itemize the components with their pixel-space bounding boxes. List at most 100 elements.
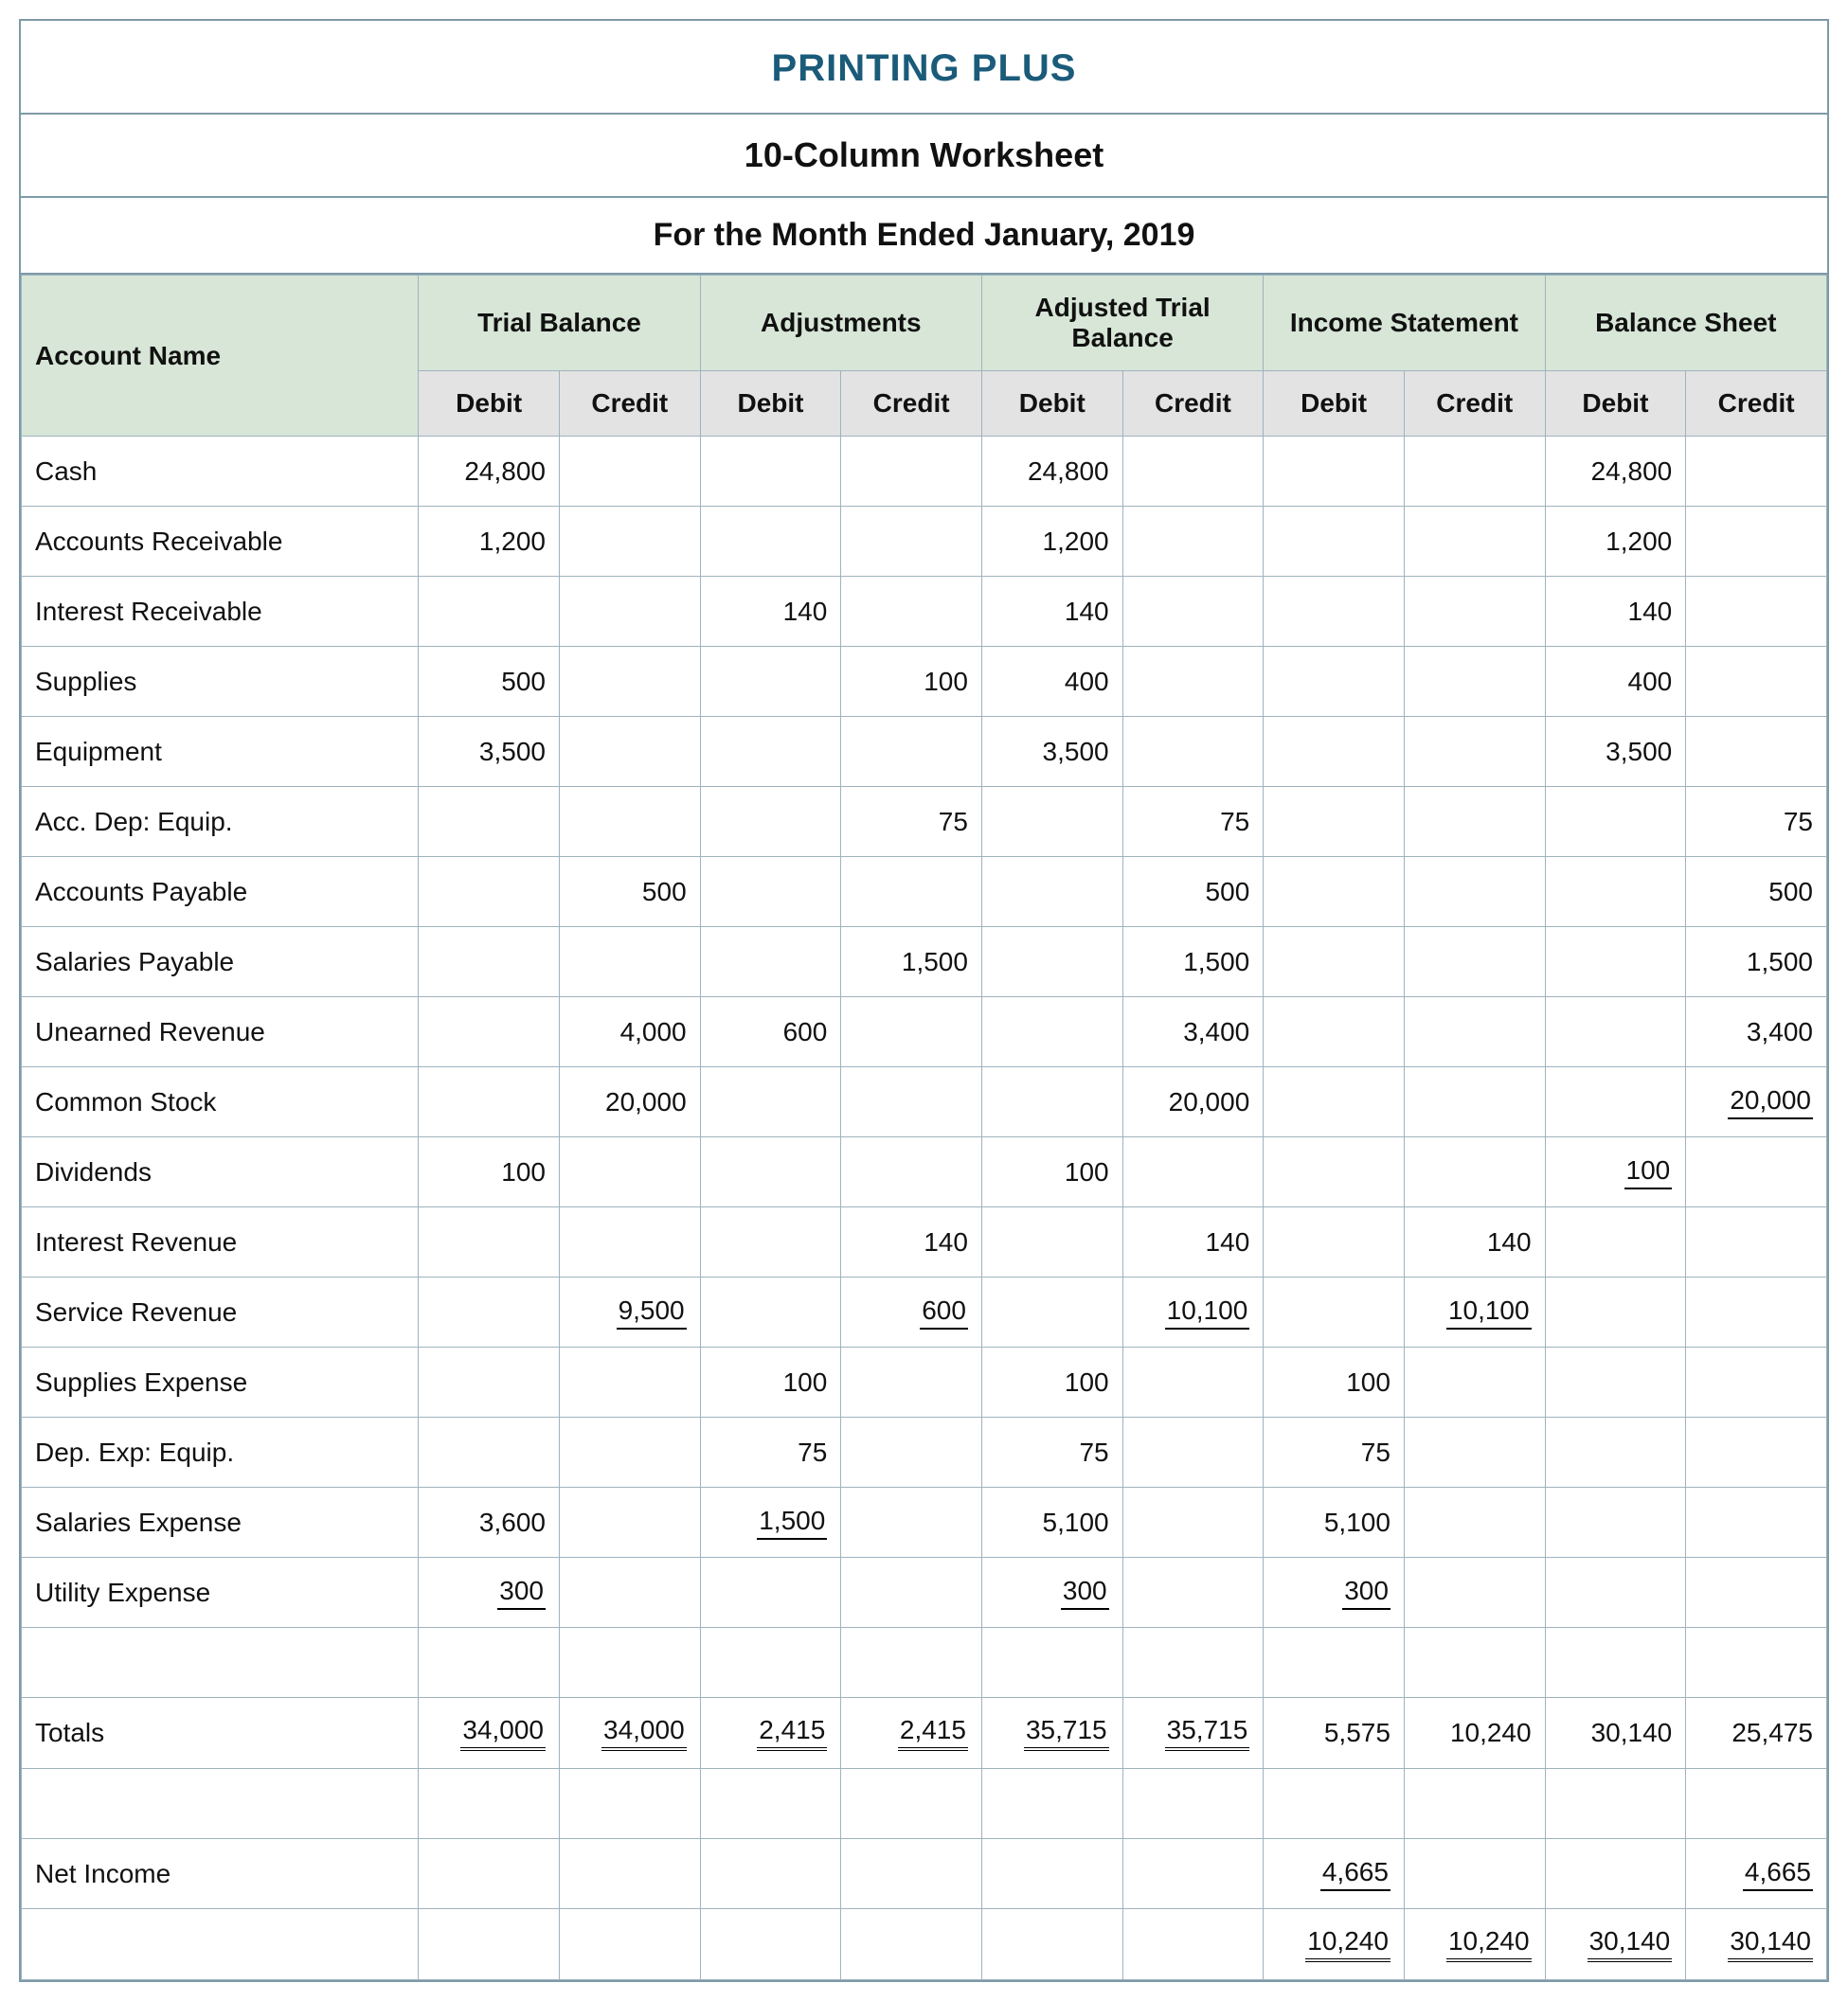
amount-cell	[1686, 1558, 1827, 1628]
table-row	[22, 1769, 1827, 1839]
amount-value: 25,475	[1731, 1718, 1813, 1747]
amount-cell: 1,500	[1686, 927, 1827, 997]
amount-cell: 25,475	[1686, 1698, 1827, 1769]
amount-cell: 35,715	[1122, 1698, 1264, 1769]
amount-value: 1,500	[1747, 947, 1813, 976]
table-row: Acc. Dep: Equip.757575	[22, 787, 1827, 857]
amount-cell	[1122, 1418, 1264, 1488]
amount-cell	[1545, 1207, 1686, 1277]
amount-cell	[981, 997, 1122, 1067]
amount-value: 140	[1487, 1227, 1532, 1257]
amount-cell: 2,415	[841, 1698, 982, 1769]
amount-cell	[841, 577, 982, 647]
amount-cell	[1686, 507, 1827, 577]
amount-value: 1,200	[1606, 527, 1672, 556]
amount-cell: 30,140	[1545, 1909, 1686, 1980]
amount-cell	[1686, 1207, 1827, 1277]
amount-cell	[1404, 857, 1545, 927]
amount-cell	[1264, 507, 1405, 577]
amount-cell: 100	[700, 1348, 841, 1418]
amount-value: 5,575	[1324, 1718, 1390, 1747]
col-group-adjustments: Adjustments	[700, 276, 981, 371]
amount-value: 24,800	[464, 456, 546, 486]
amount-cell	[1545, 1488, 1686, 1558]
table-row: 10,24010,24030,14030,140	[22, 1909, 1827, 1980]
account-name-cell: Equipment	[22, 717, 419, 787]
amount-value: 75	[1784, 807, 1813, 836]
account-name-cell: Interest Receivable	[22, 577, 419, 647]
amount-value: 20,000	[605, 1087, 687, 1117]
amount-value: 500	[642, 877, 687, 906]
col-header-debit: Debit	[700, 371, 841, 437]
amount-cell	[559, 577, 700, 647]
account-name-cell: Accounts Receivable	[22, 507, 419, 577]
col-header-credit: Credit	[1686, 371, 1827, 437]
worksheet-table: Account Name Trial Balance Adjustments A…	[21, 275, 1827, 1980]
col-header-account: Account Name	[22, 276, 419, 437]
amount-cell: 75	[700, 1418, 841, 1488]
amount-cell	[700, 1769, 841, 1839]
amount-cell: 34,000	[419, 1698, 560, 1769]
amount-value: 10,240	[1450, 1718, 1532, 1747]
amount-cell: 30,140	[1545, 1698, 1686, 1769]
amount-cell	[1404, 787, 1545, 857]
account-name-cell: Acc. Dep: Equip.	[22, 787, 419, 857]
amount-cell: 1,500	[1122, 927, 1264, 997]
account-name-cell: Dep. Exp: Equip.	[22, 1418, 419, 1488]
col-header-credit: Credit	[841, 371, 982, 437]
account-name-cell: Supplies Expense	[22, 1348, 419, 1418]
amount-value: 100	[924, 667, 968, 696]
col-group-adjusted-trial-balance: Adjusted Trial Balance	[981, 276, 1263, 371]
amount-value: 500	[1768, 877, 1813, 906]
amount-value: 100	[1624, 1155, 1673, 1189]
amount-value: 1,200	[479, 527, 546, 556]
amount-value: 4,665	[1320, 1857, 1390, 1891]
amount-cell: 500	[1122, 857, 1264, 927]
amount-cell	[1404, 927, 1545, 997]
amount-cell	[1122, 647, 1264, 717]
amount-cell	[981, 1277, 1122, 1348]
amount-cell	[419, 1348, 560, 1418]
amount-cell	[559, 1769, 700, 1839]
amount-cell	[1404, 1067, 1545, 1137]
amount-cell	[559, 1348, 700, 1418]
amount-value: 1,500	[1183, 947, 1249, 976]
amount-cell	[559, 927, 700, 997]
amount-value: 3,500	[1606, 737, 1672, 766]
worksheet-container: PRINTING PLUS 10-Column Worksheet For th…	[19, 19, 1829, 1982]
period-title: For the Month Ended January, 2019	[21, 198, 1827, 275]
col-header-debit: Debit	[1545, 371, 1686, 437]
amount-value: 3,400	[1747, 1017, 1813, 1046]
amount-value: 30,140	[1728, 1926, 1813, 1962]
amount-cell: 75	[1264, 1418, 1405, 1488]
table-row: Supplies Expense100100100	[22, 1348, 1827, 1418]
amount-cell	[419, 1769, 560, 1839]
amount-cell	[1404, 577, 1545, 647]
amount-cell	[981, 787, 1122, 857]
account-name-cell: Totals	[22, 1698, 419, 1769]
amount-value: 2,415	[757, 1715, 827, 1751]
amount-value: 24,800	[1028, 456, 1109, 486]
amount-cell: 3,400	[1686, 997, 1827, 1067]
amount-cell	[841, 717, 982, 787]
amount-cell	[1404, 1769, 1545, 1839]
amount-cell	[1545, 857, 1686, 927]
table-row: Cash24,80024,80024,800	[22, 437, 1827, 507]
amount-value: 500	[501, 667, 546, 696]
amount-value: 10,240	[1446, 1926, 1532, 1962]
table-row: Dep. Exp: Equip. 75 75 75	[22, 1418, 1827, 1488]
amount-cell: 75	[1122, 787, 1264, 857]
amount-cell: 500	[1686, 857, 1827, 927]
amount-cell: 75	[981, 1418, 1122, 1488]
amount-cell	[700, 507, 841, 577]
col-header-debit: Debit	[419, 371, 560, 437]
amount-value: 34,000	[601, 1715, 687, 1751]
amount-cell	[1686, 1628, 1827, 1698]
amount-cell	[1122, 1769, 1264, 1839]
amount-cell: 75	[1686, 787, 1827, 857]
amount-cell: 10,240	[1404, 1698, 1545, 1769]
amount-cell	[559, 1488, 700, 1558]
amount-cell	[1404, 1418, 1545, 1488]
amount-cell: 3,600	[419, 1488, 560, 1558]
amount-value: 10,100	[1446, 1295, 1532, 1330]
